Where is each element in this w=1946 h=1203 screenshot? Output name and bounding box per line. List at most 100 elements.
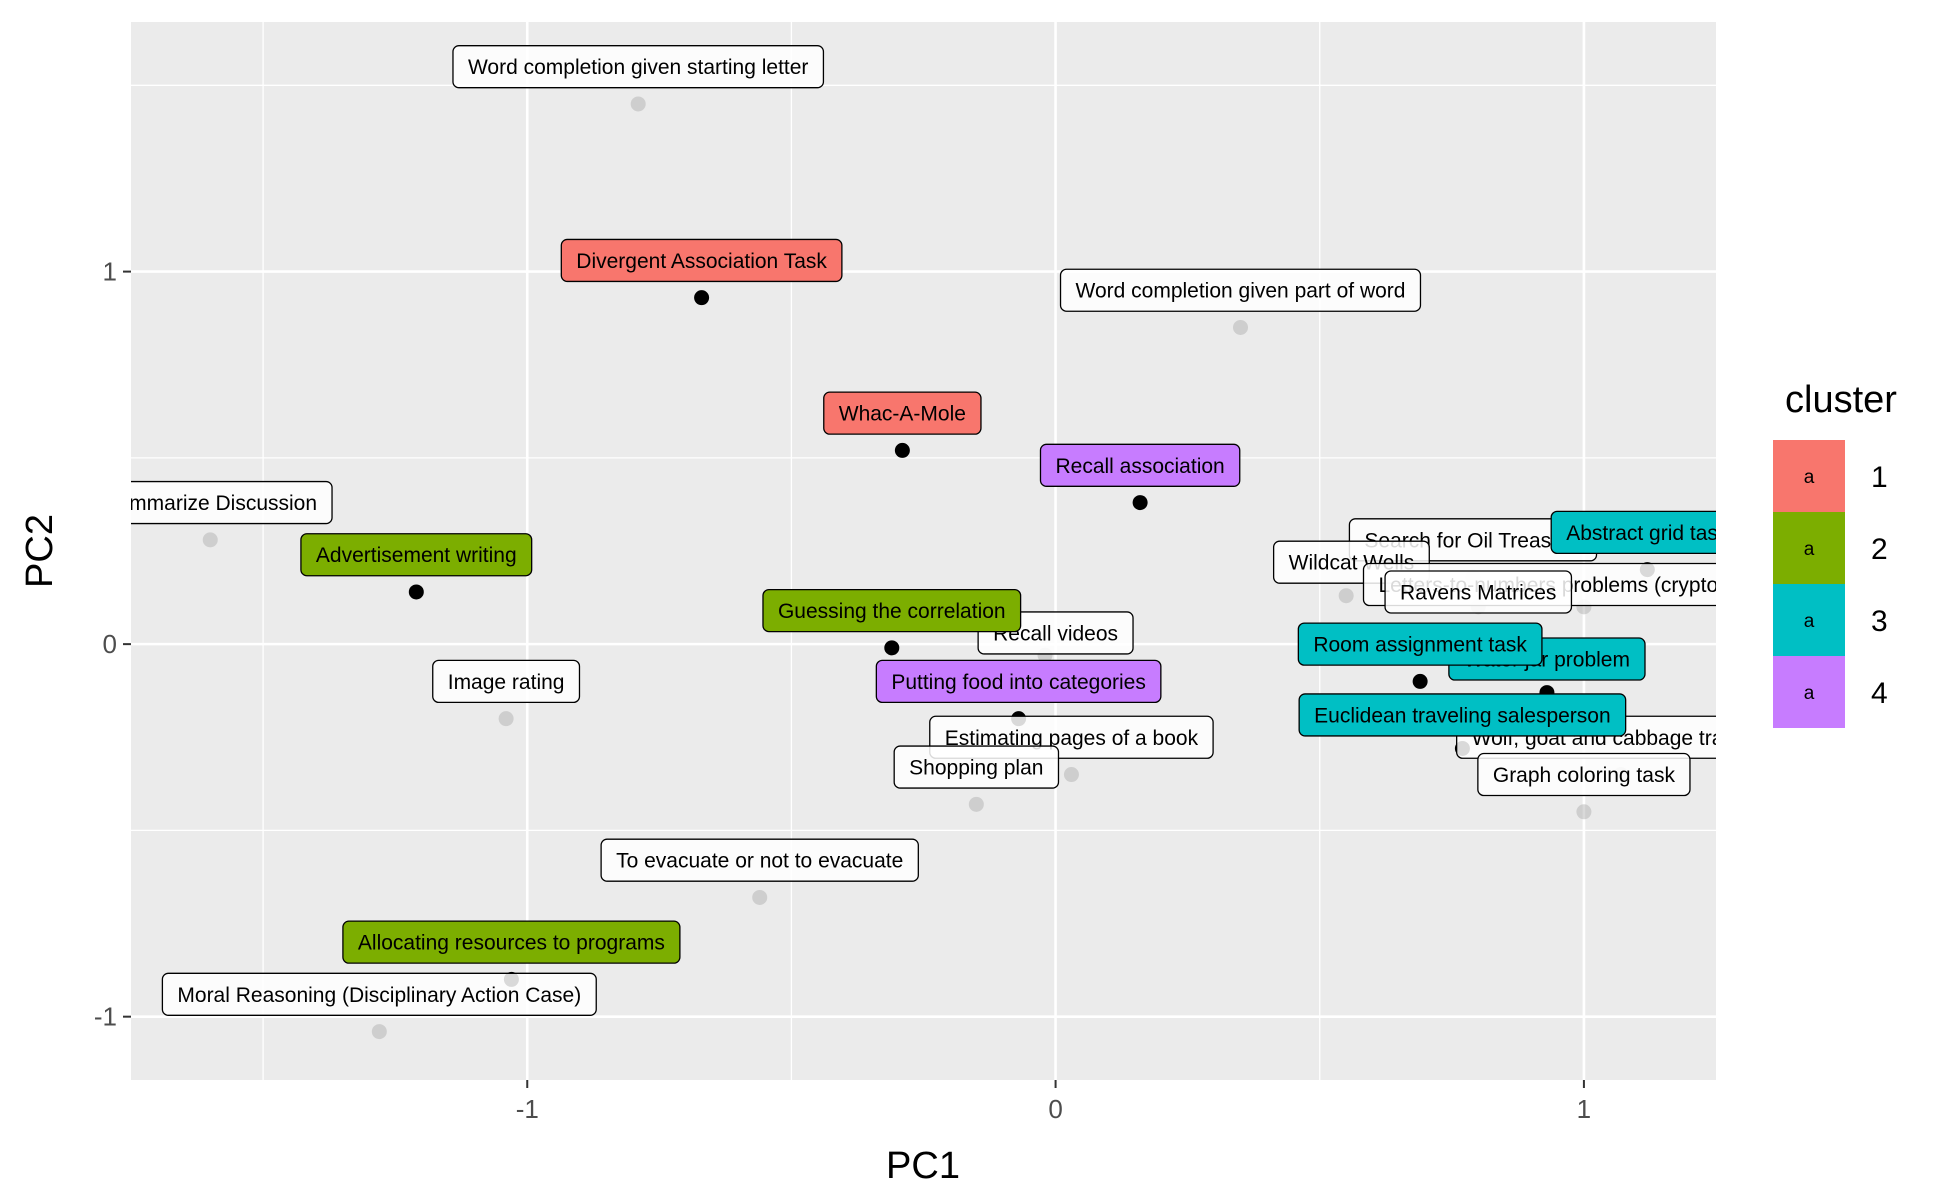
- point-label-text: Euclidean traveling salesperson: [1314, 704, 1611, 727]
- point-label-text: To evacuate or not to evacuate: [616, 850, 903, 873]
- data-point: [408, 584, 424, 600]
- point-label: Word completion given part of word: [1059, 268, 1422, 312]
- point-label-box: [1550, 510, 1716, 555]
- point-label-box: [1059, 268, 1422, 312]
- point-label-box: [300, 533, 533, 577]
- point-label: Advertisement writing: [300, 533, 533, 577]
- point-label-text: Guessing the correlation: [778, 600, 1006, 623]
- legend-key: [1773, 440, 1845, 512]
- point-label-text: Moral Reasoning (Disciplinary Action Cas…: [177, 984, 581, 1007]
- data-point: [498, 711, 514, 727]
- legend-label: 1: [1871, 461, 1888, 494]
- data-point: [1412, 673, 1428, 689]
- point-label-box: [1297, 622, 1543, 666]
- point-label-text: Summarize Discussion: [103, 492, 317, 515]
- point-label: Allocating resources to programs: [342, 920, 681, 964]
- point-label-box: [1298, 693, 1627, 737]
- data-point: [968, 796, 984, 812]
- legend-key: [1773, 656, 1845, 728]
- x-tick-label: 1: [1577, 1094, 1591, 1124]
- legend-key-glyph: a: [1804, 611, 1815, 632]
- point-label: Divergent Association Task: [560, 238, 843, 283]
- point-label-text: Word completion given starting letter: [468, 56, 808, 79]
- point-label: Graph coloring task: [1477, 752, 1691, 797]
- legend: cluster a 1 a 2 a 3 a 4: [1773, 379, 1897, 728]
- point-label-box: [875, 659, 1162, 704]
- point-label-text: Whac-A-Mole: [839, 403, 966, 426]
- data-point: [371, 1024, 387, 1040]
- point-label-text: Abstract grid task: [1566, 522, 1729, 545]
- x-tick-label: -1: [516, 1094, 539, 1124]
- legend-label: 3: [1871, 605, 1888, 638]
- point-label: To evacuate or not to evacuate: [600, 838, 919, 882]
- legend-key-glyph: a: [1804, 539, 1815, 560]
- data-point: [694, 290, 710, 306]
- data-point: [1132, 495, 1148, 511]
- legend-key: [1773, 512, 1845, 584]
- legend-key: [1773, 584, 1845, 656]
- point-label: Guessing the correlation: [762, 588, 1022, 633]
- point-label-box: [1477, 752, 1691, 797]
- point-label-text: Advertisement writing: [316, 544, 517, 567]
- point-label: Room assignment task: [1297, 622, 1543, 666]
- legend-label: 2: [1871, 533, 1888, 566]
- point-label-box: [452, 45, 825, 89]
- data-point: [1338, 588, 1354, 604]
- point-label-box: [762, 588, 1022, 633]
- point-label-box: [1384, 570, 1573, 614]
- point-label-box: [560, 238, 843, 283]
- point-label-text: Allocating resources to programs: [358, 932, 665, 955]
- data-point: [894, 442, 910, 458]
- point-label-box: [600, 838, 919, 882]
- point-label-box: [342, 920, 681, 964]
- point-label-text: Divergent Association Task: [576, 250, 827, 273]
- point-label: Word completion given starting letter: [452, 45, 825, 89]
- point-label-text: Room assignment task: [1313, 634, 1527, 657]
- data-point: [202, 532, 218, 548]
- point-label: Moral Reasoning (Disciplinary Action Cas…: [161, 972, 597, 1016]
- point-label: Whac-A-Mole: [823, 391, 982, 435]
- point-label-box: [161, 972, 597, 1016]
- y-tick-label: 1: [103, 257, 117, 287]
- point-label-box: [1039, 443, 1241, 487]
- point-label: Summarize Discussion: [103, 480, 333, 525]
- point-label: Shopping plan: [893, 745, 1060, 789]
- point-label-text: Image rating: [448, 671, 565, 694]
- point-label-text: Shopping plan: [909, 757, 1043, 780]
- point-label-text: Estimating pages of a book: [945, 727, 1199, 750]
- legend-title: cluster: [1785, 379, 1897, 421]
- legend-key-glyph: a: [1804, 683, 1815, 704]
- point-label-box: [432, 659, 581, 704]
- point-label-text: Word completion given part of word: [1076, 280, 1406, 303]
- point-label-text: Putting food into categories: [891, 671, 1146, 694]
- data-point: [1063, 767, 1079, 783]
- y-tick-label: 0: [103, 629, 117, 659]
- point-label-box: [893, 745, 1060, 789]
- data-point: [752, 889, 768, 905]
- point-label: Recall association: [1039, 443, 1241, 487]
- data-point: [884, 640, 900, 656]
- y-axis-title: PC2: [19, 514, 61, 588]
- data-point: [1233, 319, 1248, 335]
- point-label: Abstract grid task: [1550, 510, 1729, 555]
- data-point: [1576, 804, 1592, 820]
- point-label-text: Ravens Matrices: [1400, 581, 1556, 604]
- point-label: Euclidean traveling salesperson: [1298, 693, 1627, 737]
- point-label-box: [823, 391, 982, 435]
- point-label-text: Recall videos: [993, 622, 1118, 645]
- axes: -1 0 1 -1 0 1: [94, 257, 1591, 1124]
- x-axis-title: PC1: [886, 1145, 960, 1187]
- legend-key-glyph: a: [1804, 467, 1815, 488]
- legend-label: 4: [1871, 677, 1888, 710]
- point-labels: Word completion given starting letter Div…: [103, 45, 1729, 1016]
- y-tick-label: -1: [94, 1002, 117, 1032]
- point-label: Image rating: [432, 659, 581, 704]
- point-label-box: [131, 480, 333, 525]
- x-tick-label: 0: [1048, 1094, 1062, 1124]
- point-label: Ravens Matrices: [1384, 570, 1573, 614]
- point-label-text: Recall association: [1055, 455, 1224, 478]
- point-label-text: Graph coloring task: [1493, 764, 1676, 787]
- point-label: Putting food into categories: [875, 659, 1162, 704]
- data-point: [630, 96, 646, 112]
